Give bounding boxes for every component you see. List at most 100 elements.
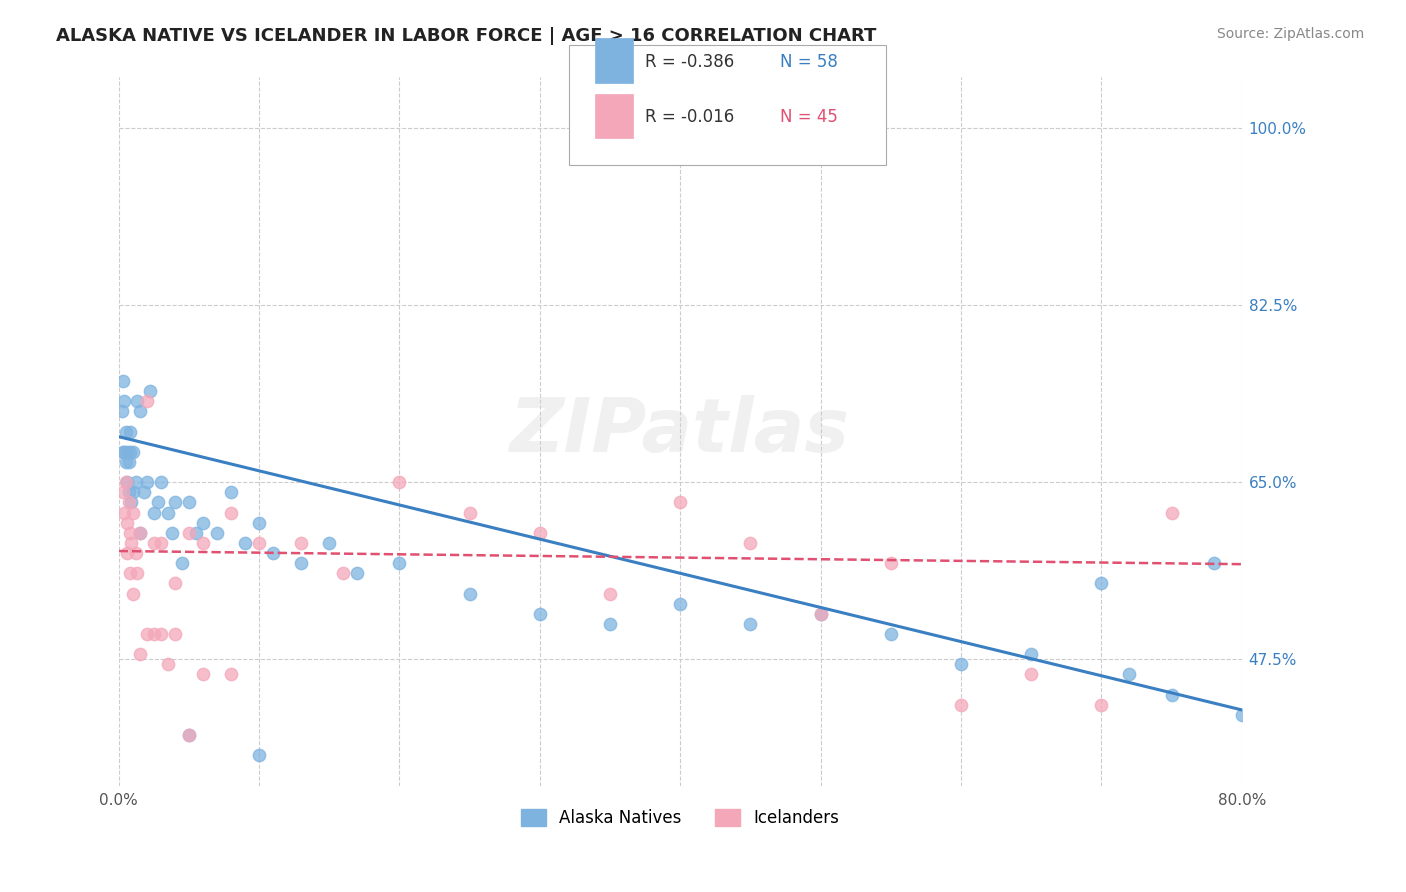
Point: [332, 566, 354, 581]
Point: [388, 556, 411, 570]
Point: [124, 475, 146, 490]
Point: [191, 667, 214, 681]
Point: [149, 536, 172, 550]
Point: [219, 506, 242, 520]
Point: [117, 455, 139, 469]
Point: [740, 536, 762, 550]
Point: [138, 384, 160, 398]
Point: [115, 516, 138, 530]
Point: [191, 516, 214, 530]
Point: [177, 728, 200, 742]
Point: [1160, 506, 1182, 520]
Point: [115, 546, 138, 560]
Point: [142, 506, 165, 520]
Point: [142, 536, 165, 550]
Point: [388, 475, 411, 490]
Point: [599, 586, 621, 600]
Point: [170, 556, 193, 570]
Point: [599, 616, 621, 631]
Text: R = -0.386: R = -0.386: [645, 53, 734, 70]
Point: [880, 627, 903, 641]
Point: [1090, 576, 1112, 591]
Point: [111, 445, 134, 459]
Point: [163, 576, 186, 591]
Point: [149, 627, 172, 641]
Point: [262, 546, 284, 560]
Point: [233, 536, 256, 550]
Point: [177, 495, 200, 509]
Point: [458, 586, 481, 600]
Point: [160, 525, 183, 540]
Point: [1230, 708, 1253, 723]
Point: [142, 627, 165, 641]
Point: [114, 425, 136, 439]
Point: [163, 627, 186, 641]
Point: [114, 475, 136, 490]
Point: [1019, 647, 1042, 661]
Point: [949, 657, 972, 672]
Point: [880, 556, 903, 570]
Point: [177, 525, 200, 540]
Point: [120, 536, 142, 550]
Point: [132, 485, 155, 500]
Point: [529, 525, 551, 540]
Point: [1090, 698, 1112, 712]
Point: [121, 445, 143, 459]
Point: [1202, 556, 1225, 570]
Point: [128, 404, 150, 418]
Point: [290, 536, 312, 550]
Point: [669, 495, 692, 509]
Point: [135, 394, 157, 409]
Point: [219, 485, 242, 500]
Point: [1019, 667, 1042, 681]
Point: [149, 475, 172, 490]
Point: [1118, 667, 1140, 681]
Point: [121, 506, 143, 520]
Point: [318, 536, 340, 550]
Point: [191, 536, 214, 550]
Point: [128, 647, 150, 661]
Point: [118, 566, 141, 581]
Point: [128, 525, 150, 540]
Point: [118, 445, 141, 459]
Point: [118, 425, 141, 439]
Point: [740, 616, 762, 631]
Point: [669, 597, 692, 611]
Point: [118, 525, 141, 540]
Point: [247, 536, 270, 550]
Point: [112, 394, 135, 409]
Point: [125, 566, 148, 581]
Point: [163, 495, 186, 509]
Point: [121, 485, 143, 500]
Legend: Alaska Natives, Icelanders: Alaska Natives, Icelanders: [515, 803, 846, 834]
Point: [124, 546, 146, 560]
Point: [128, 525, 150, 540]
Point: [112, 445, 135, 459]
Point: [120, 495, 142, 509]
Point: [114, 455, 136, 469]
Text: N = 58: N = 58: [780, 53, 838, 70]
Point: [156, 657, 179, 672]
Point: [290, 556, 312, 570]
Point: [111, 485, 134, 500]
Text: ZIPatlas: ZIPatlas: [510, 395, 851, 468]
Point: [247, 516, 270, 530]
Point: [117, 495, 139, 509]
Point: [121, 586, 143, 600]
Text: N = 45: N = 45: [780, 108, 838, 126]
Point: [810, 607, 832, 621]
Point: [135, 475, 157, 490]
Point: [156, 506, 179, 520]
Point: [1160, 688, 1182, 702]
Point: [115, 475, 138, 490]
Point: [110, 404, 132, 418]
Text: ALASKA NATIVE VS ICELANDER IN LABOR FORCE | AGE > 16 CORRELATION CHART: ALASKA NATIVE VS ICELANDER IN LABOR FORC…: [56, 27, 876, 45]
Point: [184, 525, 207, 540]
Point: [247, 748, 270, 763]
Point: [949, 698, 972, 712]
Point: [115, 445, 138, 459]
Point: [529, 607, 551, 621]
Point: [346, 566, 368, 581]
Text: R = -0.016: R = -0.016: [645, 108, 734, 126]
Point: [458, 506, 481, 520]
